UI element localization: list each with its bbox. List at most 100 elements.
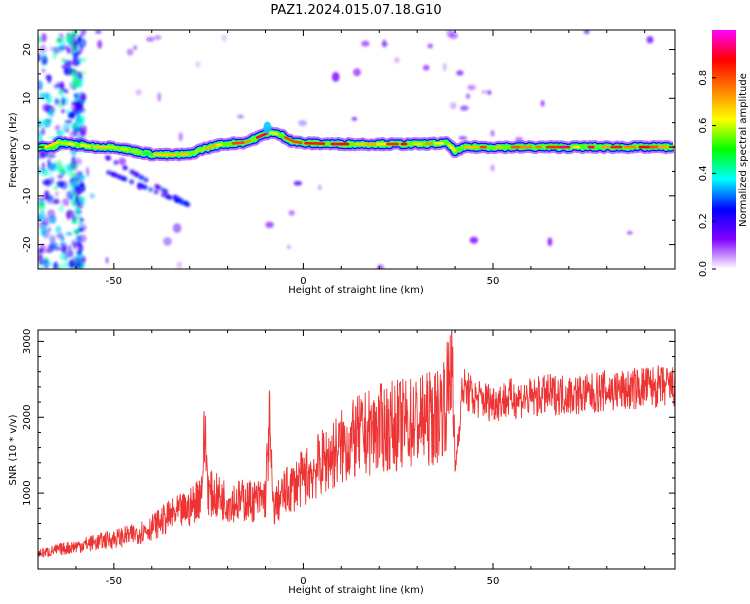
ridge-peak [81, 145, 89, 146]
noise-blob [114, 160, 119, 165]
noise-blob [157, 92, 161, 102]
colorbar-tick-label: 0.2 [698, 213, 709, 229]
noise-blob [105, 155, 110, 160]
noise-blob [456, 70, 463, 75]
ridge-peak [246, 141, 250, 143]
noise-blob [148, 187, 153, 192]
spectrogram-y-tick-label: 0 [22, 144, 33, 150]
noise-blob [627, 231, 633, 235]
noise-blob [59, 39, 66, 47]
noise-blob [470, 237, 478, 244]
noise-blob [42, 229, 49, 238]
noise-blob [41, 33, 47, 42]
noise-blob [163, 237, 172, 246]
noise-blob [49, 164, 58, 172]
noise-blob [55, 125, 60, 131]
noise-blob [49, 248, 55, 252]
noise-blob [173, 223, 181, 233]
figure-title: PAZ1.2024.015.07.18.G10 [270, 3, 441, 18]
noise-blob [79, 33, 84, 37]
noise-blob [68, 260, 75, 269]
noise-blob [71, 240, 76, 247]
noise-blob [49, 242, 58, 248]
noise-blob [106, 257, 109, 264]
noise-blob [57, 174, 63, 178]
noise-blob [133, 172, 138, 177]
noise-blob [129, 179, 134, 184]
noise-blob [265, 222, 273, 228]
noise-blob [97, 40, 102, 49]
noise-blob [75, 103, 79, 112]
noise-blob [146, 37, 154, 42]
spectrogram-x-tick-label: 50 [487, 276, 500, 287]
noise-blob [174, 198, 179, 203]
noise-blob [127, 49, 134, 56]
spectrogram-y-tick-label: -20 [22, 236, 33, 252]
noise-blob [138, 183, 143, 188]
noise-blob [185, 202, 190, 207]
noise-blob [55, 97, 58, 106]
noise-blob [66, 109, 69, 113]
spectrogram-y-axis-label: Frequency (Hz) [8, 112, 19, 188]
noise-blob [60, 82, 65, 91]
noise-blob [161, 188, 166, 193]
noise-blob [79, 45, 84, 52]
noise-blob [221, 35, 227, 42]
noise-blob [110, 172, 115, 177]
noise-blob [61, 109, 65, 113]
noise-blob [39, 261, 43, 266]
colorbar-tick-label: 0.0 [698, 261, 709, 277]
noise-blob [427, 44, 433, 49]
noise-blob [40, 120, 49, 126]
noise-blob [394, 57, 400, 63]
noise-blob [61, 65, 66, 68]
noise-blob [481, 90, 489, 93]
noise-blob [122, 165, 127, 170]
noise-blob [42, 104, 45, 111]
noise-blob [166, 194, 171, 199]
spectrogram-y-tick-label: 20 [22, 43, 33, 56]
noise-blob [318, 185, 322, 190]
noise-blob [67, 168, 72, 171]
noise-blob [89, 193, 95, 198]
noise-blob [48, 108, 54, 118]
snr-line [38, 310, 675, 558]
noise-blob [78, 228, 83, 232]
snr-y-axis-label: SNR (10 * v/v) [8, 414, 19, 485]
noise-blob [548, 237, 553, 246]
noise-blob [361, 41, 369, 47]
noise-blob [55, 191, 58, 197]
noise-blob [39, 211, 46, 220]
noise-blob [154, 35, 161, 40]
noise-blob [48, 153, 56, 158]
noise-blob [37, 202, 45, 212]
noise-blob [71, 33, 77, 39]
noise-blob [76, 94, 83, 98]
spectrogram-x-tick-label: -50 [106, 276, 122, 287]
noise-blob [332, 72, 340, 82]
noise-blob [86, 167, 89, 177]
snr-y-tick-label: 2000 [22, 405, 33, 430]
noise-blob [381, 43, 389, 46]
snr-x-axis-label: Height of straight line (km) [288, 585, 424, 596]
noise-blob [154, 184, 159, 189]
noise-blob [62, 198, 70, 206]
noise-blob [177, 261, 182, 269]
noise-blob [65, 129, 69, 132]
ridge-peak [108, 147, 117, 148]
noise-blob [72, 59, 80, 67]
noise-blob [80, 217, 83, 224]
spectrogram-ridge [38, 122, 681, 156]
ridge-peak [233, 143, 244, 144]
ridge-peak [294, 142, 301, 143]
noise-blob [154, 189, 159, 194]
noise-blob [56, 130, 60, 134]
noise-blob [180, 200, 185, 205]
noise-blob [54, 186, 58, 190]
colorbar-tick-label: 0.4 [698, 165, 709, 181]
noise-blob [136, 89, 142, 95]
spectrogram-y-tick-label: 10 [22, 92, 33, 105]
